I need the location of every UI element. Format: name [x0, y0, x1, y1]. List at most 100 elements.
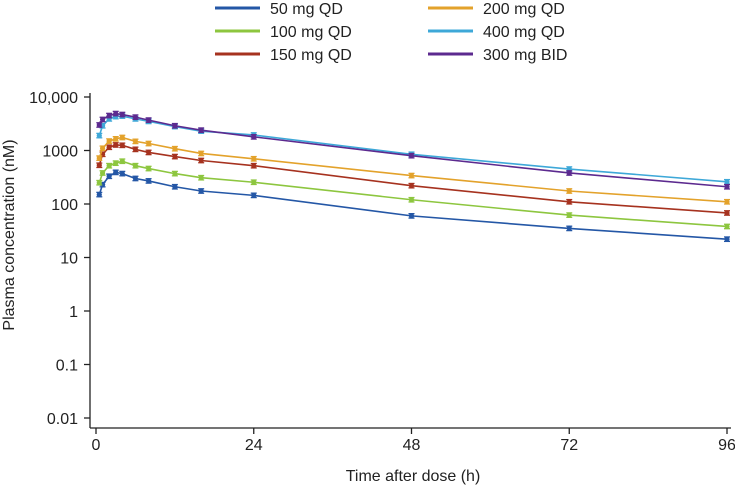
data-point	[113, 160, 119, 166]
axes: 0.01 0.1 1 10 100 1000 10,000 0 24 48 72 96	[29, 90, 735, 454]
data-point	[198, 157, 204, 164]
data-point	[132, 114, 139, 120]
legend-item: 150 mg QD	[215, 47, 352, 64]
legend-label: 50 mg QD	[270, 1, 343, 18]
data-point	[724, 223, 730, 230]
data-point	[96, 162, 102, 168]
data-point	[408, 213, 415, 219]
y-tick-label: 100	[51, 197, 78, 214]
x-tick-label: 72	[560, 437, 578, 454]
y-axis-label: Plasma concentration (nM)	[1, 139, 18, 330]
data-point	[408, 183, 415, 189]
data-point	[408, 153, 415, 159]
y-tick-label: 0.1	[56, 358, 78, 375]
data-point	[198, 127, 204, 133]
data-point	[132, 138, 139, 144]
series-200-mg-qd	[96, 134, 730, 205]
data-point	[172, 123, 178, 129]
data-point	[119, 134, 125, 141]
data-point	[198, 175, 204, 181]
data-point	[119, 158, 125, 164]
data-point	[145, 165, 152, 172]
data-point	[566, 188, 572, 194]
x-tick-label: 24	[245, 437, 263, 454]
data-point	[145, 117, 152, 123]
data-point	[145, 149, 152, 156]
data-point	[198, 188, 204, 194]
y-tick-label: 10,000	[29, 90, 78, 107]
legend-item: 50 mg QD	[215, 1, 343, 18]
data-point	[113, 136, 119, 142]
data-point	[172, 153, 178, 160]
x-tick-label: 96	[718, 437, 735, 454]
legend-label: 100 mg QD	[270, 24, 352, 41]
x-axis-label: Time after dose (h)	[346, 468, 481, 485]
legend-item: 100 mg QD	[215, 24, 352, 41]
data-point	[566, 199, 572, 205]
data-point	[106, 144, 112, 150]
y-tick-label: 1	[69, 304, 78, 321]
data-point	[132, 163, 139, 169]
data-point	[251, 179, 257, 185]
data-point	[132, 175, 139, 182]
data-point	[566, 212, 572, 218]
data-point	[113, 169, 119, 175]
data-point	[251, 192, 257, 198]
y-tick-label: 1000	[42, 144, 78, 161]
data-point	[724, 199, 730, 205]
data-point	[566, 170, 572, 176]
data-point	[408, 172, 415, 179]
data-point	[113, 142, 119, 148]
data-point	[113, 110, 119, 117]
data-point	[198, 150, 204, 157]
data-point	[119, 142, 125, 148]
legend-label: 200 mg QD	[483, 1, 565, 18]
y-tick-label: 10	[60, 251, 78, 268]
data-point	[106, 163, 112, 169]
data-point	[408, 197, 415, 203]
data-point	[724, 236, 730, 242]
data-point	[99, 116, 106, 123]
plot-area	[96, 110, 730, 243]
data-point	[106, 138, 112, 144]
x-tick-label: 0	[92, 437, 101, 454]
legend-label: 300 mg BID	[483, 47, 567, 64]
data-point	[724, 179, 730, 185]
data-point	[145, 178, 152, 184]
data-point	[119, 171, 125, 177]
data-point	[96, 132, 102, 139]
data-point	[172, 146, 178, 152]
series-line	[98, 136, 728, 203]
legend-label: 400 mg QD	[483, 24, 565, 41]
data-point	[119, 111, 125, 118]
data-point	[251, 163, 257, 169]
data-point	[172, 171, 178, 177]
data-point	[106, 173, 112, 179]
data-point	[99, 145, 106, 151]
data-point	[132, 146, 139, 152]
data-point	[96, 180, 102, 186]
data-point	[96, 191, 102, 198]
legend-label: 150 mg QD	[270, 47, 352, 64]
data-point	[172, 184, 178, 190]
data-point	[724, 184, 730, 190]
series-line	[98, 115, 728, 183]
data-point	[106, 112, 112, 119]
data-point	[724, 210, 730, 216]
data-point	[251, 134, 257, 140]
data-point	[96, 155, 102, 161]
series-300-mg-bid	[96, 110, 730, 190]
legend-item: 200 mg QD	[428, 1, 565, 18]
data-point	[251, 156, 257, 162]
data-point	[99, 170, 106, 176]
series-50-mg-qd	[96, 169, 730, 243]
y-tick-label: 0.01	[47, 411, 78, 428]
legend-item: 400 mg QD	[428, 24, 565, 41]
data-point	[145, 140, 152, 147]
data-point	[96, 122, 102, 128]
legend: 50 mg QD 100 mg QD 150 mg QD 200 mg QD 400 m…	[215, 1, 567, 64]
series-100-mg-qd	[96, 158, 730, 230]
legend-item: 300 mg BID	[428, 47, 567, 64]
data-point	[566, 225, 572, 231]
